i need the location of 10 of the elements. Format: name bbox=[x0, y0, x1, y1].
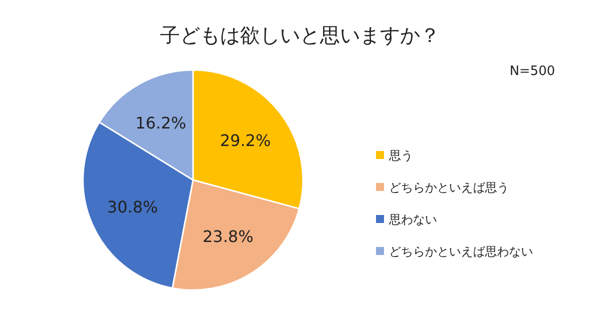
chart-title: 子どもは欲しいと思いますか？ bbox=[160, 23, 440, 47]
legend-label: どちらかといえば思わない bbox=[389, 244, 533, 258]
legend-label: 思う bbox=[388, 148, 413, 162]
legend-label: 思わない bbox=[388, 212, 437, 226]
legend-label: どちらかといえば思う bbox=[389, 180, 509, 194]
data-label: 23.8% bbox=[202, 226, 254, 246]
data-label: 30.8% bbox=[107, 198, 158, 217]
text: N=500 bbox=[510, 64, 555, 79]
data-label: 29.2% bbox=[220, 130, 271, 150]
data-label: 16.2% bbox=[135, 113, 186, 132]
